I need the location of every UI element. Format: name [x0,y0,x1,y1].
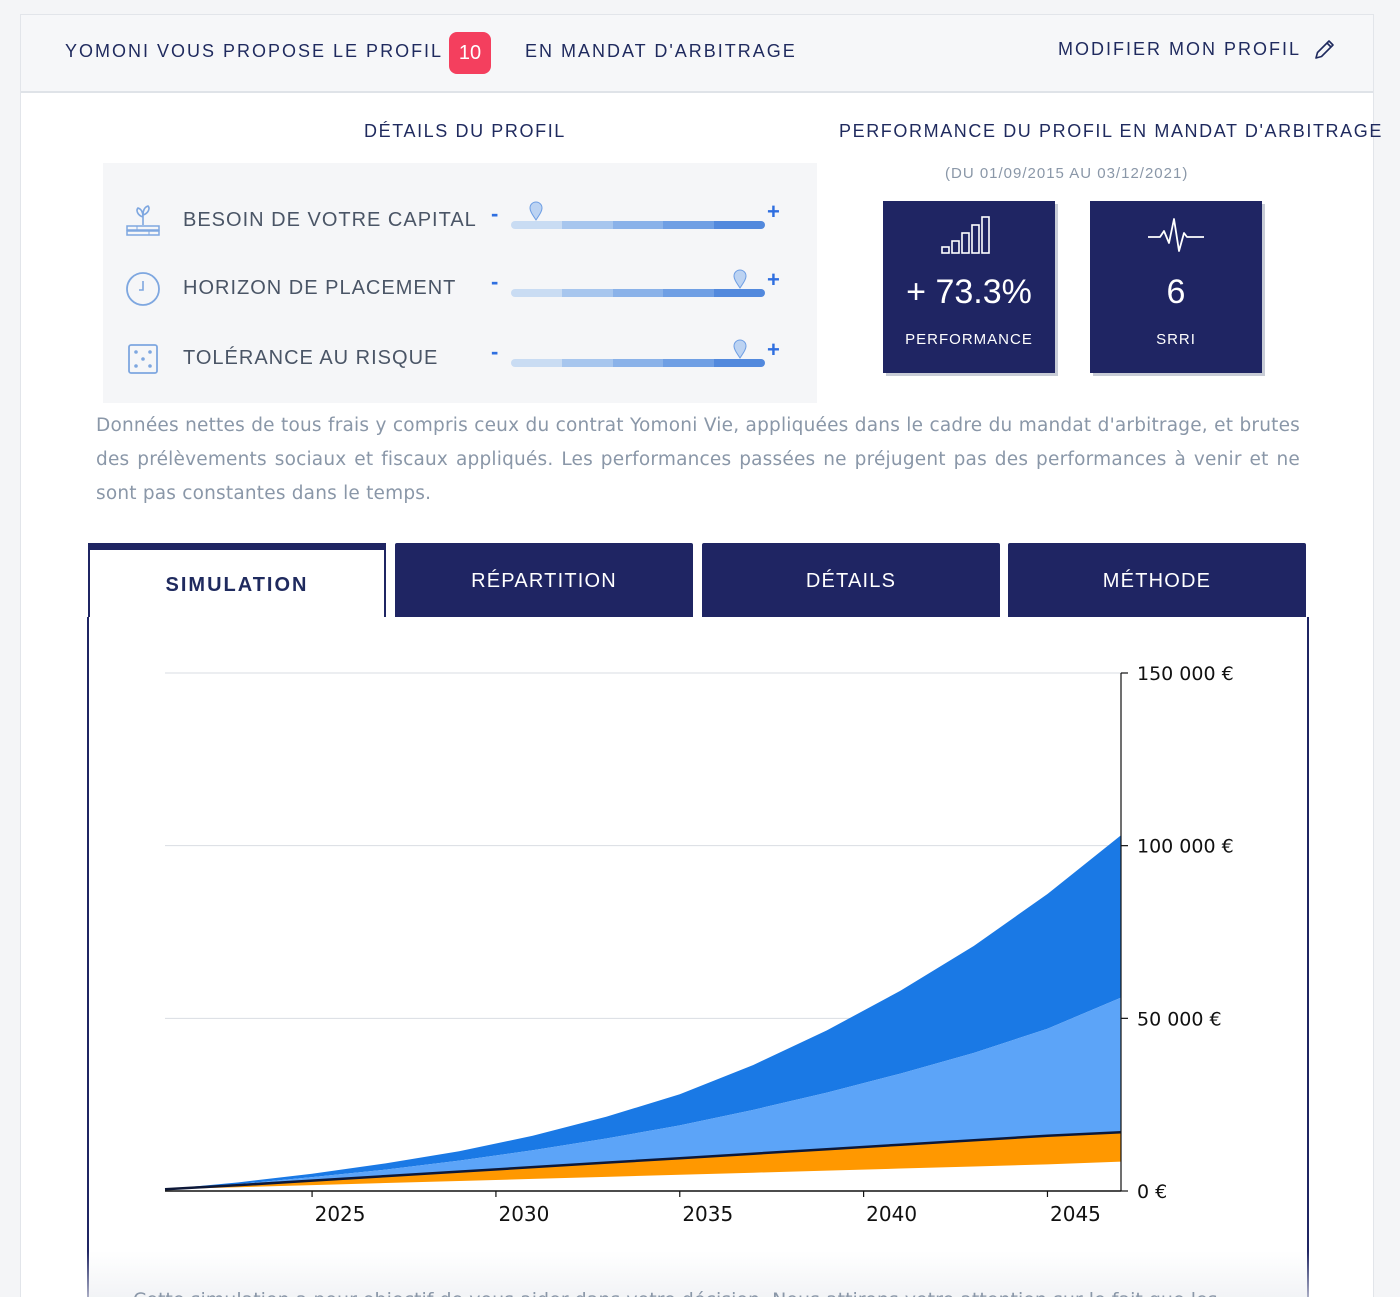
clock-icon [126,272,160,306]
signal-bars-icon [941,216,990,254]
capital-level-bar [511,221,765,229]
pencil-icon [1315,40,1334,59]
srri-caption: SRRI [1156,331,1196,348]
performance-value: + 73.3% [906,273,1032,311]
srri-value: 6 [1166,273,1186,311]
performance-stat: + 73.3% PERFORMANCE [883,201,1055,373]
tab-bar: SIMULATION RÉPARTITION DÉTAILS MÉTHODE [88,543,1308,621]
profile-number-badge: 10 [449,32,491,74]
x-tick-label: 2045 [1050,1202,1101,1226]
minus-sign: - [491,339,499,364]
tab-methode[interactable]: MÉTHODE [1008,543,1306,619]
tab-repartition[interactable]: RÉPARTITION [395,543,693,619]
level-marker-icon [733,269,747,289]
x-tick-label: 2040 [866,1202,917,1226]
detail-label: HORIZON DE PLACEMENT [183,277,457,299]
y-tick-label: 0 € [1137,1181,1167,1203]
performance-period: (DU 01/09/2015 AU 03/12/2021) [945,165,1189,182]
tab-details[interactable]: DÉTAILS [702,543,1000,619]
plus-sign: + [767,337,780,362]
simulation-panel: 2025 2030 2035 2040 2045 0 € 50 000 € 100 000 €… [87,617,1309,1297]
tab-simulation[interactable]: SIMULATION [88,543,386,621]
horizon-level-bar [511,289,765,297]
x-tick-label: 2035 [682,1202,733,1226]
profile-card: YOMONI VOUS PROPOSE LE PROFIL 10 EN MAND… [20,14,1381,1297]
x-tick-label: 2030 [498,1202,549,1226]
plus-sign: + [767,199,780,224]
median-line [164,1131,1122,1191]
performance-disclaimer: Données nettes de tous frais y compris c… [96,415,1300,504]
detail-label: TOLÉRANCE AU RISQUE [183,347,439,369]
simulation-footnote: Cette simulation a pour objectif de vous… [133,1289,1218,1297]
proposal-suffix: EN MANDAT D'ARBITRAGE [525,41,797,61]
y-tick-label: 50 000 € [1137,1008,1222,1030]
detail-row-capital: BESOIN DE VOTRE CAPITAL - + [103,199,817,239]
dice-icon [128,344,158,374]
y-tick-label: 150 000 € [1137,663,1234,685]
performance-caption: PERFORMANCE [905,331,1033,348]
level-marker-icon [529,201,543,221]
details-title: DÉTAILS DU PROFIL [364,121,566,141]
pulse-icon [1148,218,1204,252]
level-marker-icon [733,339,747,359]
plus-sign: + [767,267,780,292]
modify-profile-label: MODIFIER MON PROFIL [1057,38,1301,59]
area-upper-band [165,835,1121,1190]
minus-sign: - [491,269,499,294]
performance-title: PERFORMANCE DU PROFIL EN MANDAT D'ARBITR… [839,121,1383,141]
detail-row-horizon: HORIZON DE PLACEMENT - + [103,267,817,307]
proposal-prefix: YOMONI VOUS PROPOSE LE PROFIL [65,41,444,61]
srri-stat: 6 SRRI [1090,201,1262,373]
simulation-chart: 2025 2030 2035 2040 2045 0 € 50 000 € 100 000 €… [164,663,1234,1226]
modify-profile-button[interactable]: MODIFIER MON PROFIL [1058,37,1337,61]
plant-icon [126,205,160,236]
minus-sign: - [491,201,499,226]
detail-row-risk: TOLÉRANCE AU RISQUE - + [103,337,817,377]
x-tick-label: 2025 [315,1202,366,1226]
y-tick-label: 100 000 € [1137,836,1234,858]
area-middle-band [165,997,1121,1190]
profile-header: YOMONI VOUS PROPOSE LE PROFIL 10 EN MAND… [21,15,1373,93]
detail-label: BESOIN DE VOTRE CAPITAL [183,209,477,231]
risk-level-bar [511,359,765,367]
profile-details-panel: BESOIN DE VOTRE CAPITAL - + HORIZON DE P… [103,163,817,403]
